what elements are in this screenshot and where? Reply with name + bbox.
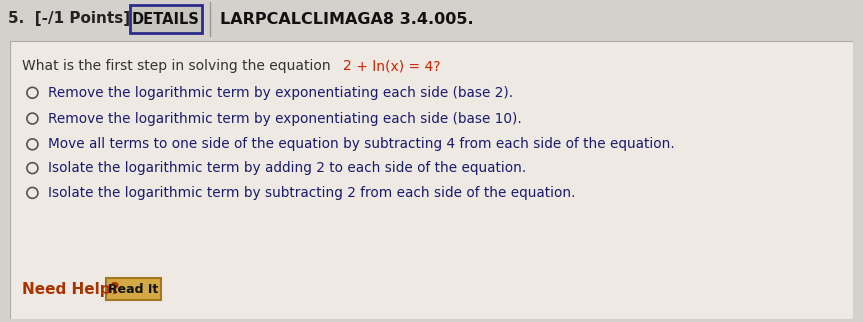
Text: 5.  [-/1 Points]: 5. [-/1 Points] — [8, 12, 130, 26]
Text: Need Help?: Need Help? — [22, 281, 120, 297]
Text: + ln(x) = 4?: + ln(x) = 4? — [352, 59, 441, 73]
Text: What is the first step in solving the equation: What is the first step in solving the eq… — [22, 59, 340, 73]
Text: 2: 2 — [343, 59, 352, 73]
Text: Move all terms to one side of the equation by subtracting 4 from each side of th: Move all terms to one side of the equati… — [48, 137, 675, 151]
Text: Isolate the logarithmic term by adding 2 to each side of the equation.: Isolate the logarithmic term by adding 2… — [48, 161, 526, 175]
FancyBboxPatch shape — [130, 5, 202, 33]
Text: Read It: Read It — [108, 282, 158, 296]
Text: Isolate the logarithmic term by subtracting 2 from each side of the equation.: Isolate the logarithmic term by subtract… — [48, 186, 576, 200]
Text: DETAILS: DETAILS — [132, 12, 200, 26]
Text: LARPCALCLIMAGA8 3.4.005.: LARPCALCLIMAGA8 3.4.005. — [220, 12, 474, 26]
FancyBboxPatch shape — [10, 41, 853, 319]
Text: Remove the logarithmic term by exponentiating each side (base 10).: Remove the logarithmic term by exponenti… — [48, 111, 522, 126]
FancyBboxPatch shape — [105, 278, 161, 300]
Text: Remove the logarithmic term by exponentiating each side (base 2).: Remove the logarithmic term by exponenti… — [48, 86, 513, 100]
